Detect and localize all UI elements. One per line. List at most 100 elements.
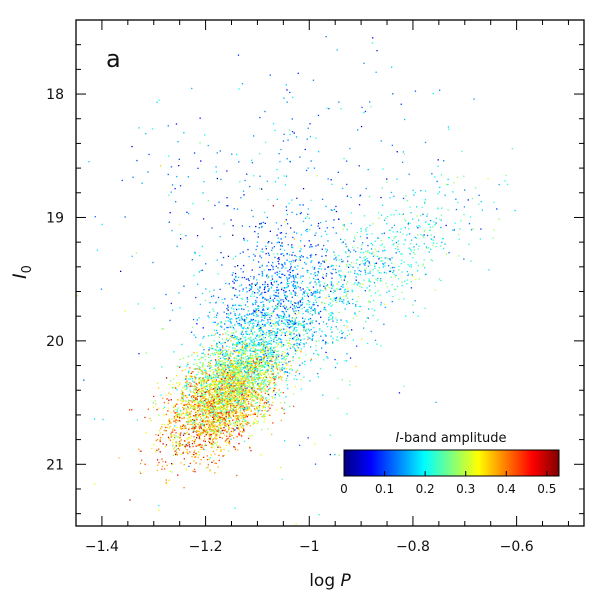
data-point xyxy=(262,283,264,286)
data-point xyxy=(276,274,278,276)
data-point xyxy=(242,431,244,433)
data-point xyxy=(264,376,266,378)
data-point xyxy=(224,366,226,368)
data-point xyxy=(252,383,254,385)
data-point xyxy=(222,356,224,358)
data-point xyxy=(237,376,239,378)
data-point xyxy=(236,379,238,382)
data-point xyxy=(207,353,209,355)
data-point xyxy=(314,267,316,269)
data-point xyxy=(276,321,278,323)
data-point xyxy=(221,405,223,407)
data-point xyxy=(263,365,265,367)
data-point xyxy=(224,430,226,432)
data-point xyxy=(202,387,204,389)
data-point xyxy=(246,398,248,400)
data-point xyxy=(250,328,252,330)
data-point xyxy=(234,386,236,388)
data-point xyxy=(238,374,240,376)
data-point xyxy=(266,410,268,412)
data-point xyxy=(197,423,199,425)
data-point xyxy=(264,314,266,317)
data-point xyxy=(231,434,233,437)
data-point xyxy=(211,444,214,446)
data-point xyxy=(276,334,278,337)
data-point xyxy=(193,406,195,408)
data-point xyxy=(314,234,316,236)
data-point xyxy=(259,348,261,351)
data-point xyxy=(360,270,362,273)
data-point xyxy=(268,340,271,342)
data-point xyxy=(216,363,218,365)
data-point xyxy=(216,395,218,398)
data-point xyxy=(277,372,279,374)
data-point xyxy=(219,389,221,391)
data-point xyxy=(232,374,234,376)
data-point xyxy=(187,363,189,365)
data-point xyxy=(176,454,178,456)
data-point xyxy=(250,404,252,406)
data-point xyxy=(292,405,295,407)
data-point xyxy=(250,288,252,291)
data-point xyxy=(222,391,224,393)
data-point xyxy=(226,375,228,377)
data-point xyxy=(222,347,224,349)
data-point xyxy=(271,349,274,352)
data-point xyxy=(248,337,250,339)
data-point xyxy=(290,227,292,229)
data-point xyxy=(234,361,237,363)
data-point xyxy=(203,430,205,432)
data-point xyxy=(239,424,241,427)
data-point xyxy=(224,412,226,414)
data-point xyxy=(245,388,248,390)
data-point xyxy=(252,356,254,358)
data-point xyxy=(210,405,213,407)
data-point xyxy=(243,358,245,360)
data-point xyxy=(262,296,265,299)
data-point xyxy=(253,376,256,378)
data-point xyxy=(209,347,211,350)
data-point xyxy=(263,371,265,373)
data-point xyxy=(218,396,220,398)
data-point xyxy=(334,297,336,299)
data-point xyxy=(201,392,203,394)
data-point xyxy=(212,404,214,406)
data-point xyxy=(289,306,292,308)
data-point xyxy=(188,370,190,372)
data-point xyxy=(189,423,191,426)
data-point xyxy=(291,246,293,248)
data-point xyxy=(213,404,216,407)
data-point xyxy=(208,428,210,430)
data-point xyxy=(262,301,264,303)
data-point xyxy=(178,417,181,420)
data-point xyxy=(275,392,277,394)
data-point xyxy=(263,381,265,383)
data-point xyxy=(179,441,181,443)
data-point xyxy=(265,376,268,378)
data-point xyxy=(207,464,209,466)
data-point xyxy=(182,434,185,436)
data-point xyxy=(223,385,225,388)
data-point xyxy=(202,337,204,339)
data-point xyxy=(246,301,249,303)
data-point xyxy=(322,260,324,262)
data-point xyxy=(198,409,200,412)
data-point xyxy=(283,371,285,374)
data-point xyxy=(255,355,257,358)
data-point xyxy=(218,361,220,363)
data-point xyxy=(180,428,182,430)
data-point xyxy=(187,371,190,374)
data-point xyxy=(269,376,271,378)
data-point xyxy=(233,385,235,387)
data-point xyxy=(220,377,222,379)
data-point xyxy=(202,408,205,411)
data-point xyxy=(224,404,226,407)
data-point xyxy=(165,430,167,432)
data-point xyxy=(194,375,196,377)
data-point xyxy=(297,303,299,305)
data-point xyxy=(213,310,215,312)
data-point xyxy=(218,445,220,447)
data-point xyxy=(206,372,208,374)
data-point xyxy=(240,361,243,363)
data-point xyxy=(213,403,215,405)
